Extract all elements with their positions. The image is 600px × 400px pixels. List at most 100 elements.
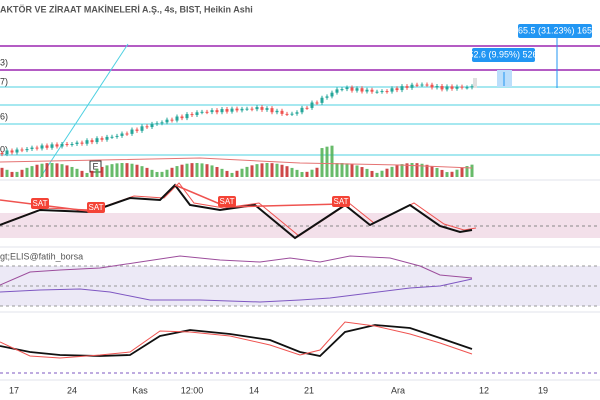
candle-body [355,88,359,91]
candle-body [260,107,264,110]
candle-body [15,149,19,153]
volume-bar [460,167,464,177]
volume-bar [35,164,39,177]
measure-label: 165.5 (31.23%) 1655 [513,25,597,35]
volume-bar [380,170,384,177]
volume-bar [180,164,184,177]
candle-body [375,91,379,93]
candle-body [460,86,464,88]
candle-body [415,84,419,86]
measure-label-box [518,24,592,38]
candle-body [70,144,74,146]
volume-bar [135,164,139,177]
scroll-marker [473,78,477,88]
candle-body [130,129,134,134]
candle-body [175,116,179,121]
signal-box[interactable] [87,202,105,213]
candle-body [380,91,384,93]
candle-body [425,84,429,86]
signal-label[interactable]: SAT [89,203,104,212]
volume-bar [465,166,469,177]
candle-body [80,142,84,144]
volume-bar [75,168,79,177]
volume-bar [435,167,439,177]
volume-bar [340,163,344,177]
fib-label: 6) [0,111,8,121]
volume-bar [30,166,34,177]
candle-body [440,86,444,90]
candle-body [50,144,54,148]
candle-body [125,133,129,135]
volume-bar [170,167,174,177]
candle-body [170,119,174,121]
candle-body [140,126,144,131]
candle-body [25,149,29,151]
volume-bar [395,165,399,177]
volume-bar [5,169,9,177]
candle-body [450,86,454,89]
candle-body [410,84,414,88]
earnings-label[interactable]: E [92,161,98,171]
signal-label[interactable]: SAT [220,197,235,206]
volume-bar [45,163,49,177]
candle-body [445,86,449,90]
volume-bar [110,164,114,177]
volume-bar [235,170,239,177]
candle-body [465,87,469,89]
signal-box[interactable] [218,196,236,207]
candle-body [270,108,274,113]
volume-bar [20,169,24,177]
candle-body [395,88,399,91]
indicator-line [0,255,473,286]
candle-body [265,108,269,110]
x-axis-label: 17 [9,385,19,395]
candle-body [305,107,309,109]
volume-bar [125,163,129,177]
measure-label-box [472,48,535,62]
volume-bar [120,163,124,177]
ma-line [0,321,473,359]
candle-body [45,145,49,148]
volume-bar [355,165,359,177]
volume-bar [190,163,194,177]
candle-body [430,84,434,88]
volume-bar [155,171,159,177]
volume-bar [95,168,99,177]
volume-bar [150,169,154,177]
signal-box[interactable] [31,198,49,209]
measure-label: 52.6 (9.95%) 526 [468,49,537,59]
volume-bar [290,167,294,177]
x-axis-label: 12:00 [181,385,204,395]
signal-label[interactable]: SAT [334,197,349,206]
volume-bar [85,172,89,177]
volume-bar [205,164,209,177]
volume-bar [115,163,119,177]
candle-body [160,122,164,124]
candle-body [100,138,104,140]
candle-body [145,126,149,128]
candle-body [20,149,24,151]
volume-bar [50,163,54,177]
volume-bar [225,170,229,177]
x-axis-label: 14 [249,385,259,395]
candle-body [365,89,369,92]
candle-body [340,89,344,91]
volume-bar [100,166,104,177]
candle-body [185,114,189,119]
fib-label: 3) [0,57,8,67]
volume-bar [65,165,69,177]
candle-body [40,145,44,149]
candle-body [470,86,474,88]
x-axis-label: Kas [132,385,148,395]
candle-body [225,109,229,112]
candle-body [275,110,279,113]
volume-bar [470,164,474,177]
signal-box[interactable] [332,196,350,207]
volume-bar [365,168,369,177]
signal-label[interactable]: SAT [33,199,48,208]
candle-body [345,87,349,90]
indicator-line [0,278,473,303]
volume-bar [335,163,339,177]
candle-body [315,102,319,104]
